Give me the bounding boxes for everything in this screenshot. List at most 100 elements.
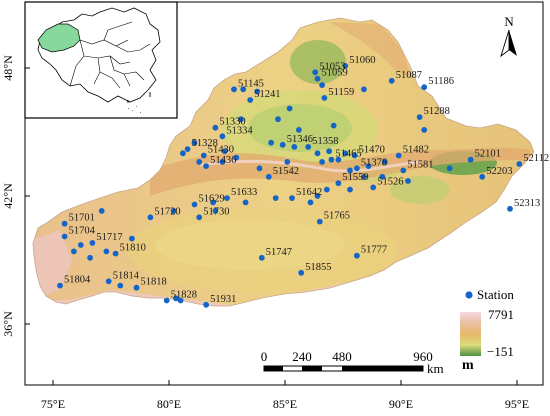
station-51241-marker [247, 97, 254, 103]
station-point [446, 165, 453, 172]
station-51730-marker [196, 214, 203, 221]
legend-station-symbol [465, 291, 473, 299]
station-51581-marker [400, 167, 407, 174]
station-51642-label: 51642 [296, 187, 322, 198]
station-51330-label: 51330 [219, 117, 245, 128]
station-51241-label: 51241 [254, 89, 280, 100]
station-point [233, 154, 240, 161]
station-51526-marker [370, 184, 377, 191]
station-point [381, 159, 388, 165]
scale-unit: km [427, 361, 444, 376]
station-51765-marker [316, 218, 323, 225]
station-51087-marker [388, 77, 395, 84]
station-52313-marker [507, 205, 513, 212]
station-point [361, 173, 367, 180]
lon-label-75: 75°E [41, 397, 65, 411]
station-point [342, 150, 349, 157]
station-51358-label: 51358 [312, 136, 338, 147]
station-point [242, 199, 249, 206]
station-51186-marker [421, 84, 428, 91]
station-51828-label: 51828 [171, 290, 197, 301]
station-51542-label: 51542 [273, 166, 299, 177]
station-51436-label: 51436 [210, 155, 236, 166]
station-51465-marker [328, 156, 335, 163]
station-point [307, 199, 314, 206]
station-point [71, 248, 77, 255]
inset-islands [126, 91, 152, 114]
station-51060-label: 51060 [349, 55, 375, 66]
lon-label-90: 90°E [389, 397, 413, 411]
station-51087-label: 51087 [396, 70, 422, 81]
station-51060-marker [342, 63, 349, 69]
north-arrow: N [500, 14, 517, 58]
station-point [347, 167, 353, 174]
station-51288-label: 51288 [424, 106, 450, 117]
station-point [335, 156, 342, 163]
station-point [103, 248, 110, 255]
station-point [405, 178, 411, 184]
station-51633-marker [224, 195, 230, 202]
station-51378-marker [354, 165, 360, 172]
station-point [268, 139, 274, 146]
station-51053-marker [312, 69, 319, 76]
station-51328-label: 51328 [192, 138, 218, 149]
inset-province-borders [69, 21, 151, 89]
station-51931-marker [203, 301, 210, 308]
station-point [98, 208, 105, 214]
station-point [221, 148, 228, 155]
station-point [291, 144, 298, 150]
station-51358-marker [305, 144, 312, 150]
station-51747-marker [258, 254, 265, 261]
station-51159-label: 51159 [328, 87, 354, 98]
station-51430-label: 51430 [208, 145, 234, 156]
station-point [212, 208, 219, 214]
station-51145-label: 51145 [238, 78, 264, 89]
station-51814-marker [105, 278, 112, 285]
station-point [323, 186, 330, 193]
station-point [314, 193, 321, 199]
station-51804-label: 51804 [64, 275, 91, 286]
station-point [87, 254, 93, 261]
station-51334-label: 51334 [226, 125, 253, 136]
station-51855-marker [298, 269, 305, 276]
station-51465-label: 51465 [335, 149, 361, 160]
station-51334-marker [219, 133, 226, 140]
station-point [191, 139, 198, 146]
latitude-ticks [25, 67, 30, 325]
station-point [379, 173, 386, 180]
station-51701-marker [61, 220, 68, 227]
station-51436-marker [203, 163, 210, 170]
station-point [240, 86, 247, 93]
station-51470-label: 51470 [359, 145, 385, 156]
station-51330-marker [212, 124, 219, 131]
station-51186-label: 51186 [428, 76, 454, 87]
lon-label-95: 95°E [505, 397, 529, 411]
map-frame [24, 1, 544, 386]
station-51730-label: 51730 [203, 206, 229, 217]
station-51559-marker [335, 180, 342, 187]
station-51059-label: 51059 [322, 68, 348, 79]
north-label: N [504, 14, 514, 29]
station-point [129, 235, 135, 242]
station-point [319, 159, 325, 165]
station-51717-label: 51717 [96, 232, 122, 243]
station-51720-label: 51720 [154, 206, 180, 217]
station-51159-marker [321, 95, 328, 101]
station-51855-label: 51855 [305, 262, 331, 273]
station-51642-marker [289, 195, 295, 202]
station-51470-marker [351, 152, 358, 159]
station-51633-label: 51633 [231, 187, 257, 198]
legend-station-label: Station [477, 287, 514, 302]
station-51526-label: 51526 [377, 176, 403, 187]
station-51818-label: 51818 [141, 277, 167, 288]
station-51542-marker [265, 173, 272, 180]
station-51777-marker [354, 252, 360, 259]
lon-label-80: 80°E [157, 397, 181, 411]
longitude-ticks [52, 380, 518, 385]
elevation-colorbar [460, 312, 481, 356]
station-51704-label: 51704 [69, 226, 96, 237]
station-51720-marker [147, 214, 154, 221]
station-point [326, 148, 332, 155]
station-51747-label: 51747 [266, 247, 292, 258]
longitude-labels: 75°E 80°E 85°E 90°E 95°E [41, 397, 529, 411]
